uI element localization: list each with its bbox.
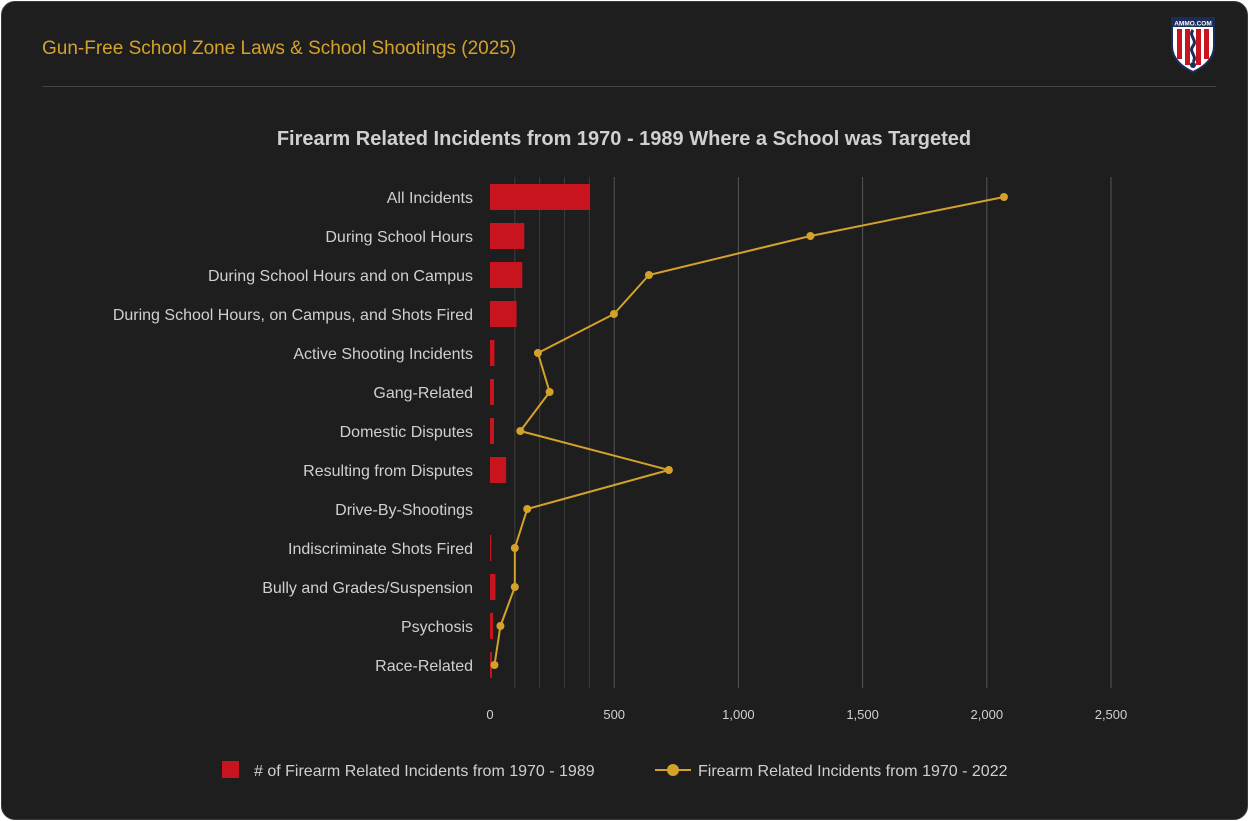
header-divider bbox=[42, 86, 1216, 87]
bar bbox=[490, 340, 495, 366]
line-point bbox=[545, 388, 554, 396]
line-point bbox=[999, 193, 1008, 201]
category-label: Gang-Related bbox=[373, 385, 473, 402]
bar bbox=[490, 613, 493, 639]
bar bbox=[490, 535, 492, 561]
category-labels: All Incidents During School Hours During S… bbox=[113, 190, 473, 675]
line-point bbox=[490, 661, 499, 669]
category-label: Bully and Grades/Suspension bbox=[262, 580, 473, 597]
line-point bbox=[523, 505, 532, 513]
chart-title: Firearm Related Incidents from 1970 - 19… bbox=[277, 128, 971, 150]
category-label: All Incidents bbox=[387, 190, 473, 207]
line-series bbox=[490, 193, 1008, 669]
line-point bbox=[510, 583, 519, 591]
category-label: During School Hours, on Campus, and Shot… bbox=[113, 307, 473, 324]
category-label: During School Hours and on Campus bbox=[208, 268, 473, 285]
x-tick-label: 0 bbox=[486, 707, 493, 722]
svg-text:AMMO.COM: AMMO.COM bbox=[1174, 21, 1212, 28]
x-axis-ticks: 0 500 1,000 1,500 2,000 2,500 bbox=[486, 707, 1127, 722]
legend-line-marker bbox=[667, 764, 679, 776]
bar bbox=[490, 457, 507, 483]
line-point bbox=[516, 427, 525, 435]
line-point bbox=[664, 466, 673, 474]
gridlines bbox=[514, 177, 1112, 688]
line-point bbox=[510, 544, 519, 552]
category-label: Domestic Disputes bbox=[340, 424, 473, 441]
x-tick-label: 2,500 bbox=[1095, 707, 1128, 722]
bar bbox=[490, 262, 523, 288]
line-point bbox=[806, 232, 815, 240]
bar bbox=[490, 301, 517, 327]
category-label: Drive-By-Shootings bbox=[335, 502, 473, 519]
ammo-logo: AMMO.COM bbox=[1171, 17, 1215, 74]
line-point bbox=[533, 349, 542, 357]
x-tick-label: 1,500 bbox=[846, 707, 879, 722]
line-point bbox=[496, 622, 505, 630]
x-tick-label: 1,000 bbox=[722, 707, 755, 722]
category-label: Active Shooting Incidents bbox=[293, 346, 473, 363]
category-label: Race-Related bbox=[375, 658, 473, 675]
bar bbox=[490, 418, 494, 444]
bar bbox=[490, 223, 525, 249]
series-line bbox=[493, 196, 1005, 666]
line-point bbox=[609, 310, 618, 318]
category-label: Resulting from Disputes bbox=[303, 463, 473, 480]
category-label: Indiscriminate Shots Fired bbox=[288, 541, 473, 558]
bar bbox=[490, 574, 496, 600]
category-label: Psychosis bbox=[401, 619, 473, 636]
legend: # of Firearm Related Incidents from 1970… bbox=[222, 761, 1008, 780]
page-title: Gun-Free School Zone Laws & School Shoot… bbox=[42, 38, 517, 59]
bars bbox=[490, 184, 591, 678]
category-label: During School Hours bbox=[325, 229, 473, 246]
line-point bbox=[644, 271, 653, 279]
legend-bar-label: # of Firearm Related Incidents from 1970… bbox=[254, 763, 595, 780]
legend-line-label: Firearm Related Incidents from 1970 - 20… bbox=[698, 763, 1008, 780]
bar bbox=[490, 379, 494, 405]
legend-bar-swatch bbox=[222, 761, 239, 778]
bar bbox=[490, 184, 591, 210]
x-tick-label: 2,000 bbox=[971, 707, 1004, 722]
x-tick-label: 500 bbox=[603, 707, 625, 722]
